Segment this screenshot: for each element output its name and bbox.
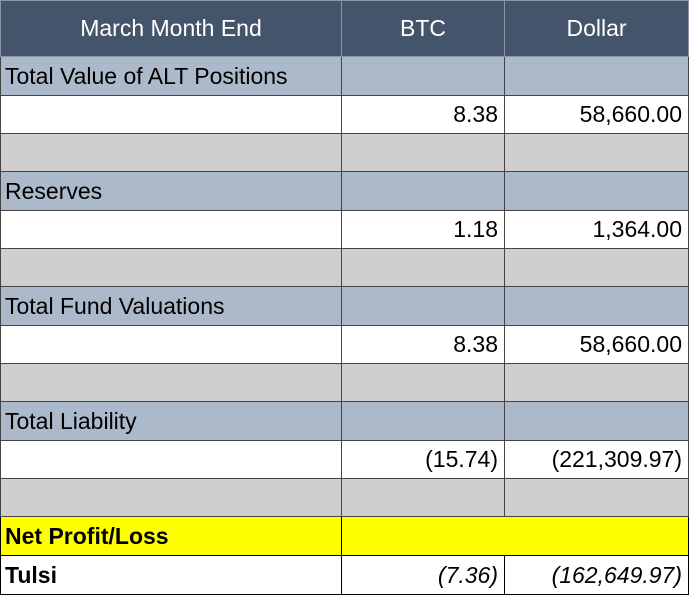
empty-cell[interactable]	[0, 133, 342, 172]
empty-cell[interactable]	[504, 133, 689, 172]
btc-value-cell[interactable]: (15.74)	[341, 440, 505, 479]
empty-cell[interactable]	[341, 478, 505, 517]
net-profit-loss-row: Net Profit/Loss	[0, 516, 689, 556]
net-profit-loss-label[interactable]: Net Profit/Loss	[0, 516, 342, 556]
empty-cell[interactable]	[504, 401, 689, 441]
spacer-row	[0, 363, 689, 402]
section-row-reserves: Reserves	[0, 171, 689, 211]
value-row-fund-valuations: 8.38 58,660.00	[0, 325, 689, 364]
section-label[interactable]: Total Fund Valuations	[0, 286, 342, 326]
btc-value-cell[interactable]: 1.18	[341, 210, 505, 249]
empty-cell[interactable]	[0, 440, 342, 479]
empty-cell[interactable]	[0, 210, 342, 249]
empty-cell[interactable]	[341, 171, 505, 211]
section-row-fund-valuations: Total Fund Valuations	[0, 286, 689, 326]
empty-cell[interactable]	[0, 95, 342, 134]
section-label[interactable]: Total Liability	[0, 401, 342, 441]
empty-cell[interactable]	[341, 133, 505, 172]
value-row-reserves: 1.18 1,364.00	[0, 210, 689, 249]
empty-cell[interactable]	[0, 325, 342, 364]
tulsi-row: Tulsi (7.36) (162,649.97)	[0, 555, 689, 595]
empty-cell[interactable]	[341, 248, 505, 287]
tulsi-dollar-value[interactable]: (162,649.97)	[504, 555, 689, 595]
merged-empty-cell[interactable]	[341, 516, 689, 556]
empty-cell[interactable]	[504, 478, 689, 517]
empty-cell[interactable]	[504, 56, 689, 96]
spacer-row	[0, 248, 689, 287]
header-cell-dollar[interactable]: Dollar	[504, 0, 689, 57]
empty-cell[interactable]	[341, 363, 505, 402]
empty-cell[interactable]	[504, 248, 689, 287]
empty-cell[interactable]	[504, 286, 689, 326]
header-cell-period[interactable]: March Month End	[0, 0, 342, 57]
empty-cell[interactable]	[0, 363, 342, 402]
empty-cell[interactable]	[341, 286, 505, 326]
spacer-row	[0, 478, 689, 517]
section-row-alt-positions: Total Value of ALT Positions	[0, 56, 689, 96]
empty-cell[interactable]	[0, 248, 342, 287]
section-label[interactable]: Total Value of ALT Positions	[0, 56, 342, 96]
section-label[interactable]: Reserves	[0, 171, 342, 211]
empty-cell[interactable]	[341, 401, 505, 441]
empty-cell[interactable]	[0, 478, 342, 517]
tulsi-label[interactable]: Tulsi	[0, 555, 342, 595]
dollar-value-cell[interactable]: 58,660.00	[504, 95, 689, 134]
dollar-value-cell[interactable]: 1,364.00	[504, 210, 689, 249]
empty-cell[interactable]	[504, 171, 689, 211]
btc-value-cell[interactable]: 8.38	[341, 325, 505, 364]
header-cell-btc[interactable]: BTC	[341, 0, 505, 57]
dollar-value-cell[interactable]: (221,309.97)	[504, 440, 689, 479]
section-row-liability: Total Liability	[0, 401, 689, 441]
empty-cell[interactable]	[341, 56, 505, 96]
header-row: March Month End BTC Dollar	[0, 0, 689, 57]
value-row-alt-positions: 8.38 58,660.00	[0, 95, 689, 134]
dollar-value-cell[interactable]: 58,660.00	[504, 325, 689, 364]
btc-value-cell[interactable]: 8.38	[341, 95, 505, 134]
value-row-liability: (15.74) (221,309.97)	[0, 440, 689, 479]
empty-cell[interactable]	[504, 363, 689, 402]
spacer-row	[0, 133, 689, 172]
tulsi-btc-value[interactable]: (7.36)	[341, 555, 505, 595]
